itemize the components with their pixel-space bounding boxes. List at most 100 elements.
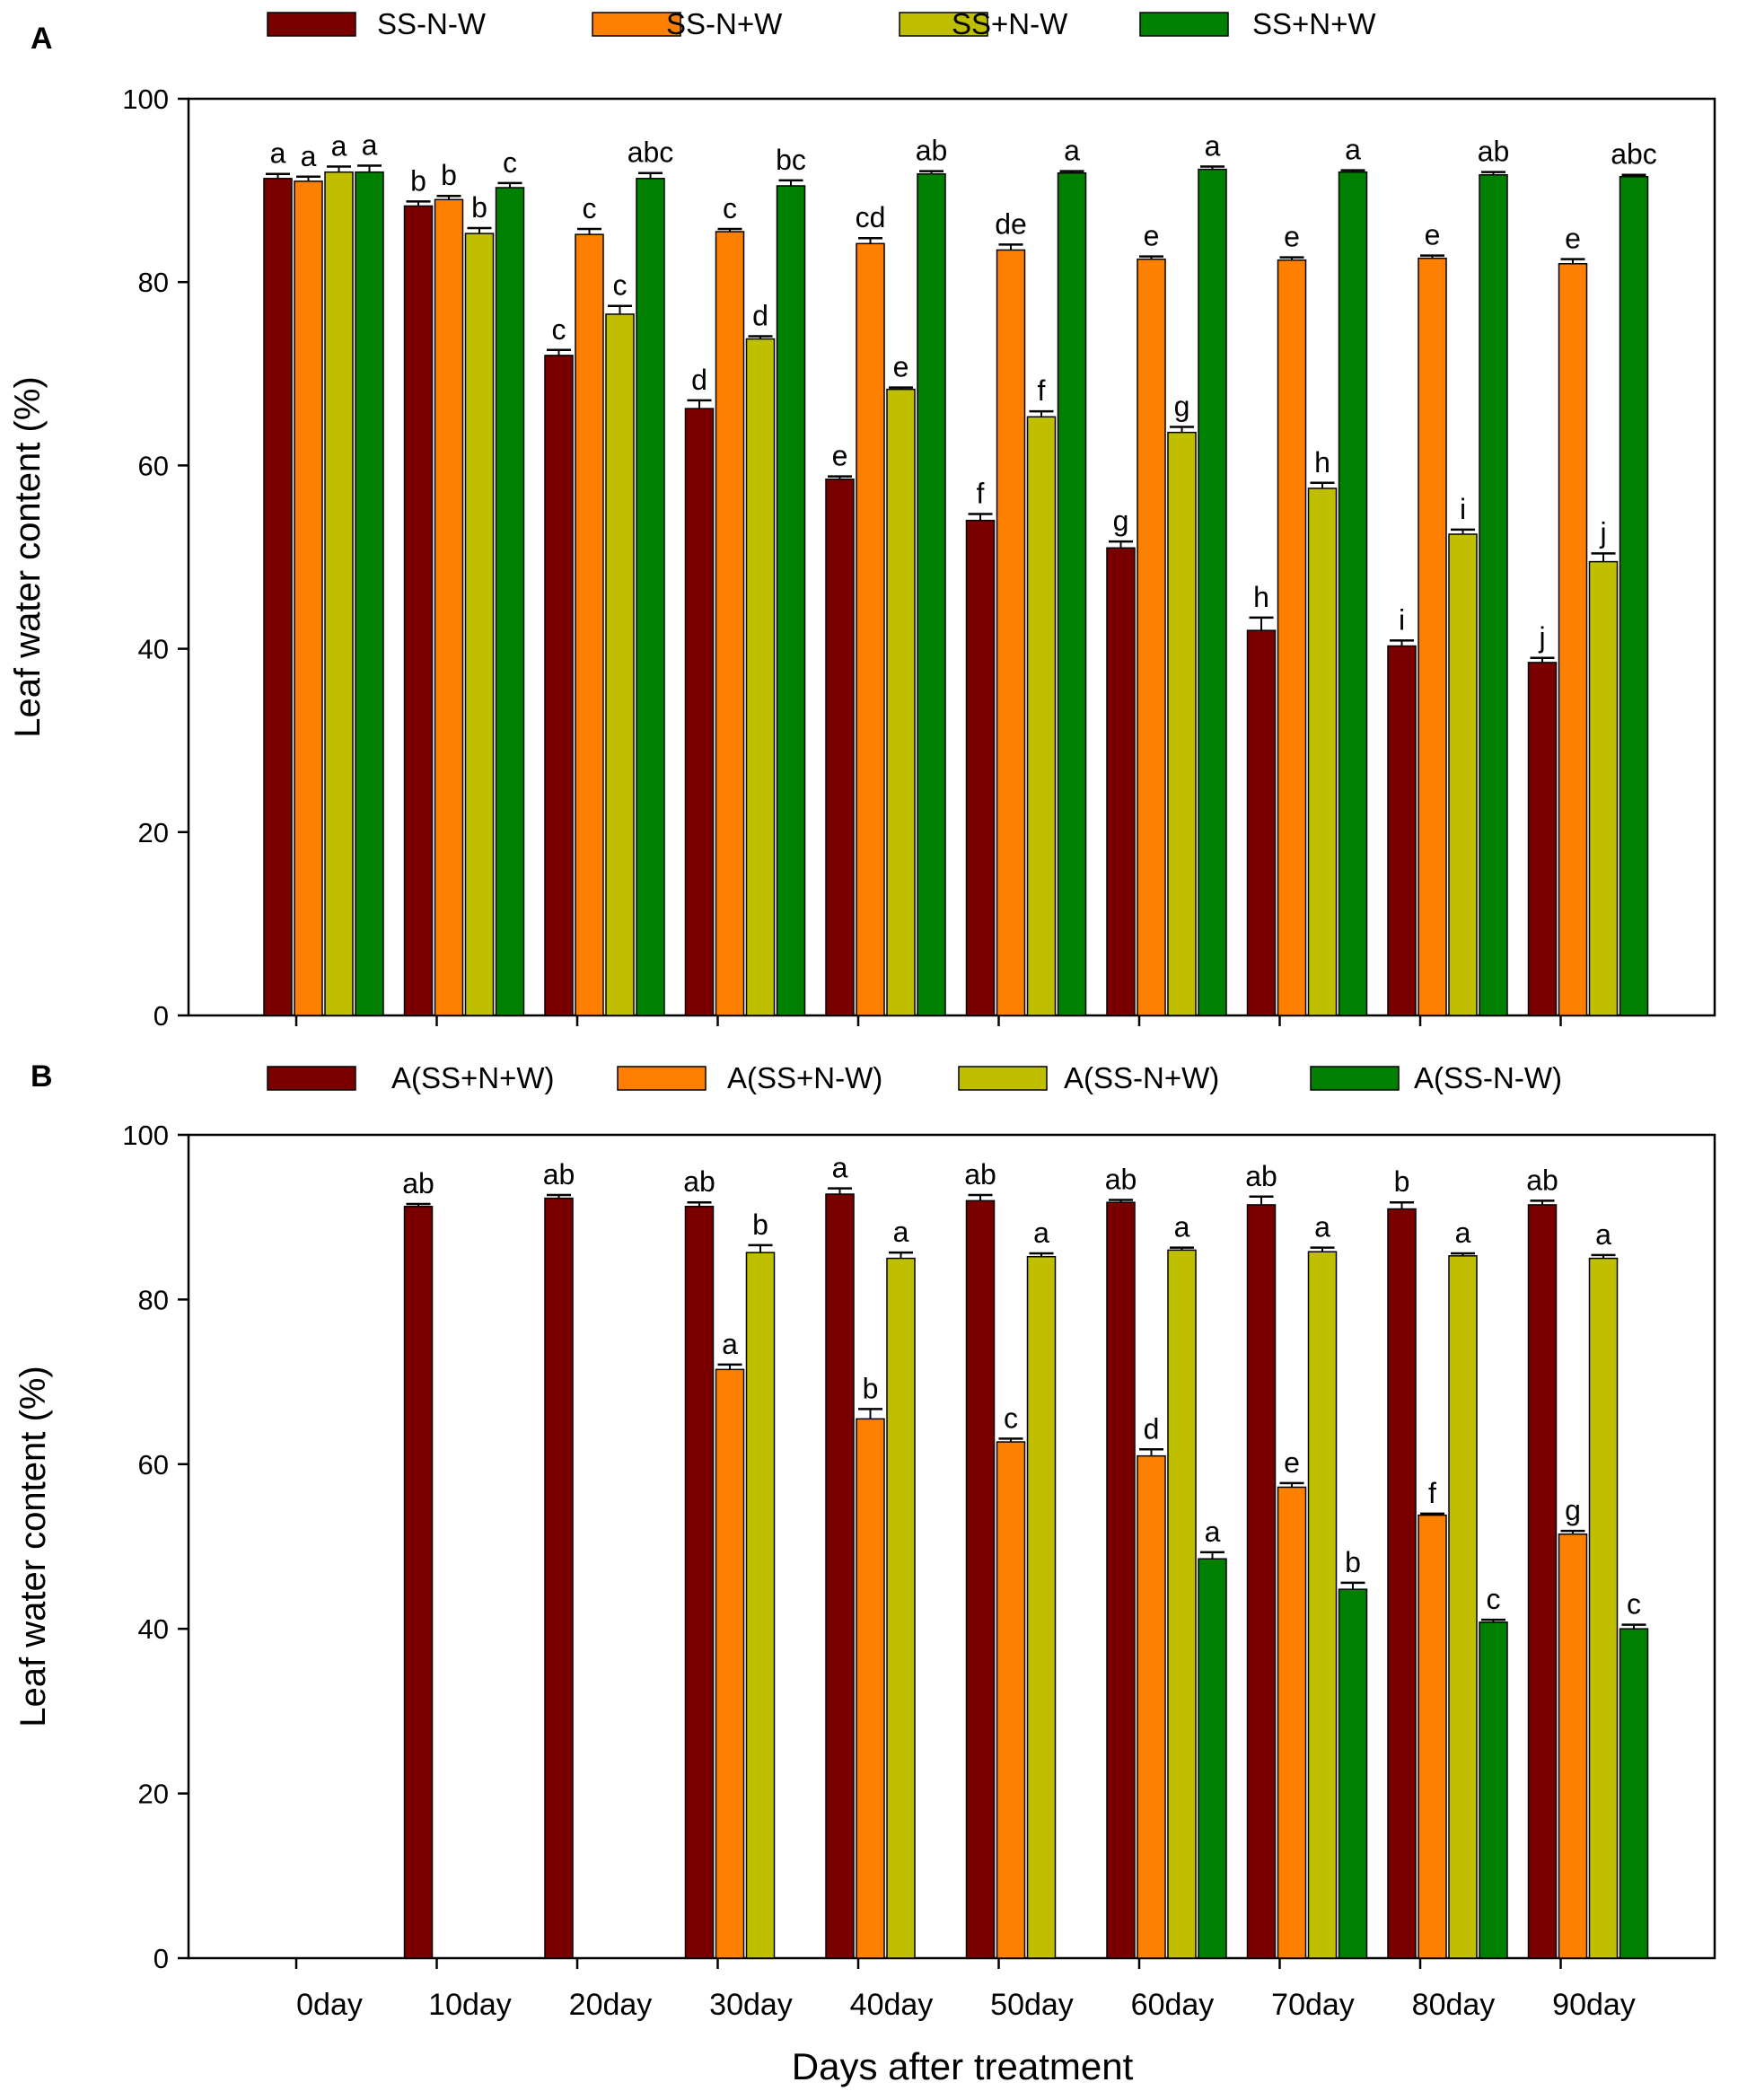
- significance-label: ab: [1478, 136, 1510, 168]
- significance-label: c: [1487, 1583, 1501, 1615]
- significance-label: g: [1113, 505, 1129, 537]
- bar: [684, 408, 715, 1016]
- bar: [1527, 1204, 1558, 1959]
- bar: [434, 198, 464, 1016]
- significance-label: a: [832, 1152, 848, 1184]
- significance-label: h: [1314, 446, 1330, 479]
- bar: [1527, 662, 1558, 1016]
- x-tick-label: 70day: [1271, 1988, 1355, 2022]
- bar: [605, 313, 635, 1016]
- bar: [636, 178, 665, 1016]
- bar: [1387, 645, 1417, 1016]
- significance-label: a: [270, 137, 286, 170]
- significance-label: a: [1033, 1217, 1049, 1249]
- plot-frame: [187, 97, 1716, 1017]
- bar: [965, 519, 996, 1016]
- x-tick-label: 50day: [990, 1988, 1074, 2022]
- bar: [1277, 259, 1307, 1016]
- panel-b-chart: 0 20 40 60 80 100 Leaf water content (%) 0day 10…: [13, 1061, 1716, 2022]
- significance-label: d: [691, 364, 707, 396]
- significance-label: e: [893, 351, 909, 383]
- bar: [464, 233, 495, 1016]
- significance-label: a: [331, 130, 347, 163]
- significance-label: a: [1174, 1211, 1190, 1243]
- significance-label: e: [1565, 223, 1581, 255]
- bar: [1026, 1255, 1057, 1959]
- significance-label: a: [301, 140, 317, 172]
- legend-swatch: [899, 12, 988, 37]
- bar: [1277, 1486, 1307, 1959]
- significance-label: abc: [1611, 138, 1657, 171]
- panel-a-letter: A: [31, 22, 53, 56]
- significance-label: c: [503, 146, 517, 179]
- bar: [715, 231, 745, 1016]
- legend-label: SS+N-W: [952, 7, 1068, 40]
- significance-label: a: [1064, 135, 1080, 167]
- bar: [1418, 1514, 1447, 1959]
- y-tick-label: 40: [138, 634, 169, 665]
- significance-label: e: [1144, 220, 1160, 252]
- panel-b-letter: B: [31, 1059, 53, 1094]
- bar: [1338, 1588, 1368, 1959]
- significance-label: c: [552, 313, 566, 346]
- significance-label: ab: [916, 135, 948, 167]
- significance-label: a: [1205, 1516, 1221, 1548]
- y-tick-label: 60: [138, 1449, 169, 1481]
- y-tick-label: 40: [138, 1613, 169, 1645]
- significance-label: c: [613, 269, 628, 302]
- y-tick-label: 60: [138, 450, 169, 481]
- bar: [1167, 431, 1197, 1016]
- significance-label: cd: [856, 201, 886, 233]
- significance-label: de: [995, 207, 1027, 240]
- bar: [715, 1368, 745, 1959]
- y-axis-label: Leaf water content (%): [8, 376, 48, 737]
- bar: [1106, 547, 1136, 1016]
- bar: [1106, 1201, 1136, 1959]
- bar: [745, 1252, 776, 1959]
- bar: [917, 172, 946, 1016]
- x-tick-label: 30day: [709, 1988, 793, 2022]
- bar: [1057, 171, 1087, 1016]
- significance-label: b: [863, 1372, 879, 1404]
- bar: [1338, 171, 1368, 1016]
- bar: [1448, 1255, 1478, 1959]
- significance-label: bc: [776, 144, 806, 176]
- bar: [856, 242, 885, 1016]
- significance-label: abc: [628, 136, 674, 169]
- significance-label: e: [832, 440, 848, 472]
- legend-label: SS-N+W: [666, 7, 783, 40]
- significance-label: c: [1004, 1401, 1018, 1434]
- bar: [684, 1206, 715, 1959]
- bar: [403, 1206, 434, 1959]
- significance-label: a: [362, 129, 378, 162]
- x-tick-label: 80day: [1412, 1988, 1496, 2022]
- bar: [1307, 488, 1338, 1016]
- bar: [1137, 1454, 1166, 1959]
- bar: [1246, 629, 1277, 1016]
- bar: [825, 1193, 855, 1959]
- y-tick-label: 20: [138, 817, 169, 848]
- bar: [1246, 1204, 1277, 1959]
- bar: [965, 1199, 996, 1959]
- legend-swatch: [592, 12, 681, 37]
- bar: [745, 338, 776, 1016]
- significance-label: a: [1205, 130, 1221, 163]
- x-tick-label: 90day: [1552, 1988, 1636, 2022]
- bar: [575, 233, 604, 1016]
- legend-swatch: [267, 12, 356, 37]
- significance-label: c: [583, 192, 597, 224]
- bar: [825, 478, 855, 1016]
- significance-label: ab: [543, 1158, 575, 1191]
- bar: [856, 1418, 885, 1959]
- bar: [1198, 1558, 1227, 1959]
- significance-label: h: [1253, 581, 1269, 613]
- y-axis-label: Leaf water content (%): [13, 1366, 53, 1727]
- significance-label: c: [723, 192, 737, 224]
- legend-label: SS+N+W: [1252, 7, 1376, 40]
- bar: [776, 185, 806, 1016]
- bar: [544, 355, 574, 1016]
- significance-label: a: [1345, 134, 1361, 166]
- significance-label: ab: [402, 1167, 434, 1199]
- significance-label: g: [1174, 391, 1190, 423]
